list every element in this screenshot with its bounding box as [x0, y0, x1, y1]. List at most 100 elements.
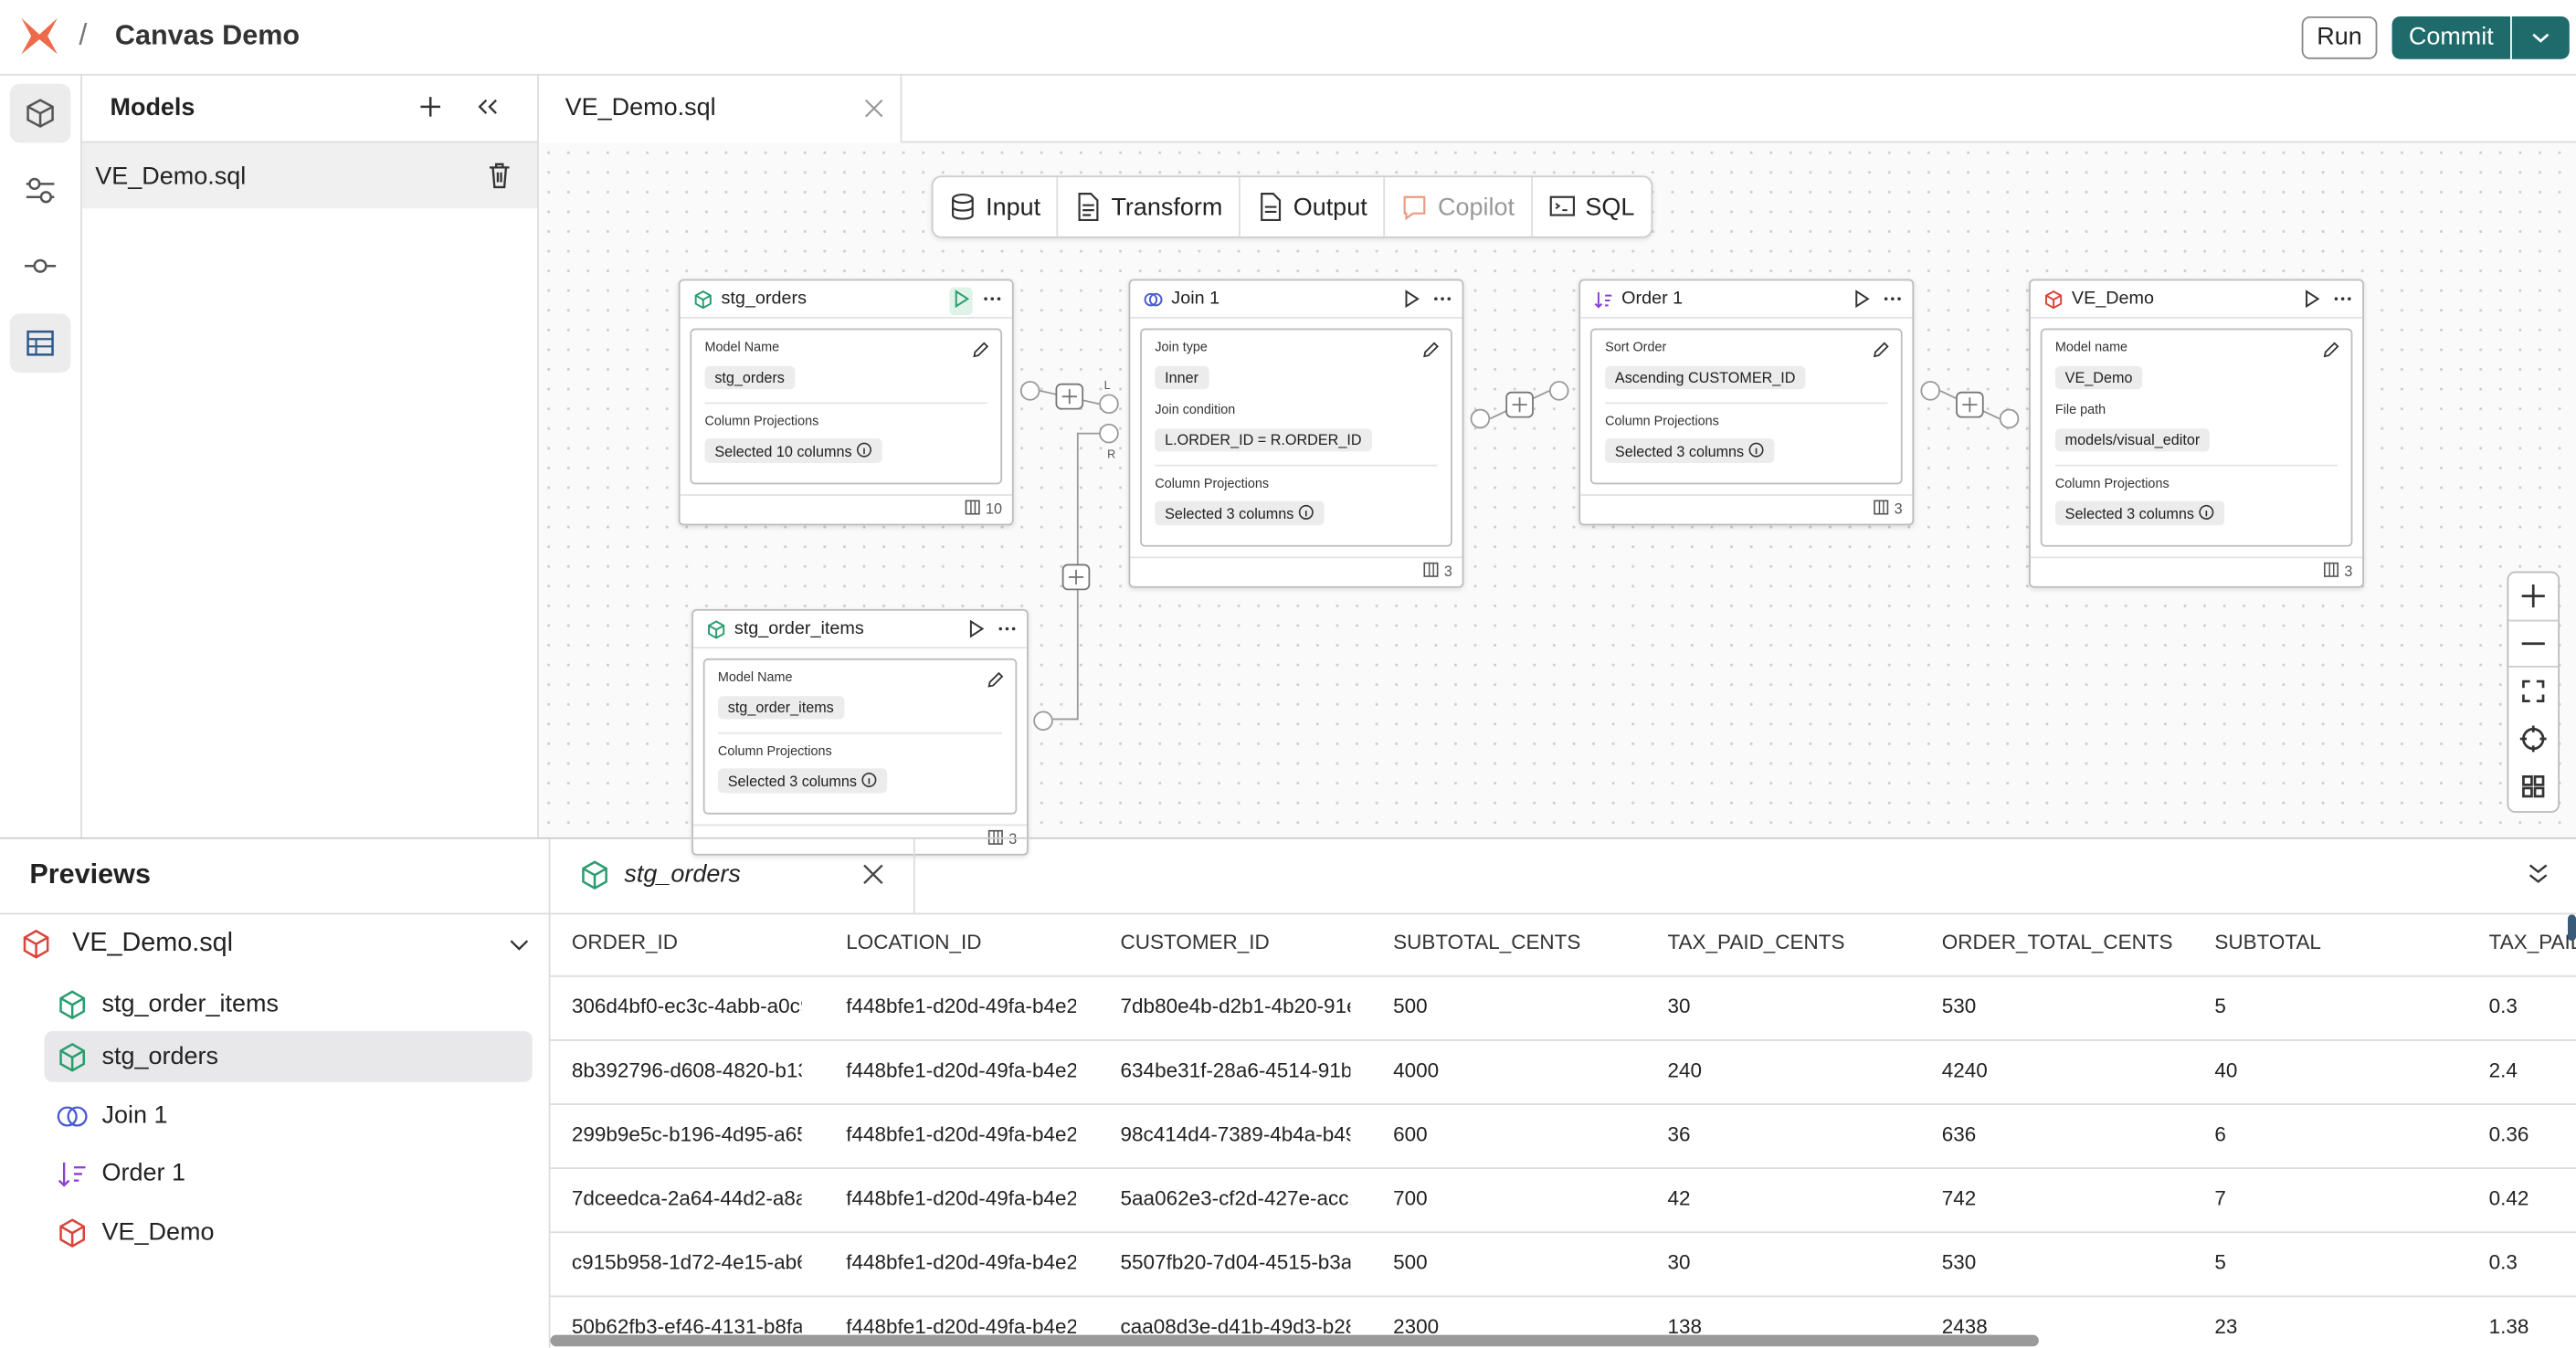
- column-header[interactable]: LOCATION_ID: [846, 931, 982, 954]
- table-cell: 500: [1393, 1250, 1428, 1275]
- column-header[interactable]: CUSTOMER_ID: [1120, 931, 1270, 954]
- port[interactable]: [1099, 394, 1119, 415]
- node[interactable]: stg_order_items Model Name stg_order_items…: [692, 608, 1029, 856]
- field-value: Ascending CUSTOMER_ID: [1605, 365, 1806, 390]
- models-rail-button[interactable]: [9, 83, 71, 143]
- toolbar-button[interactable]: Input: [934, 177, 1059, 237]
- tree-root[interactable]: VE_Demo.sql: [0, 922, 549, 965]
- edit-button[interactable]: [1871, 338, 1891, 367]
- run-button[interactable]: Run: [2301, 16, 2378, 59]
- field-value-text: Selected 10 columns: [714, 443, 852, 460]
- info-icon: [2198, 504, 2213, 520]
- divider: [900, 73, 903, 142]
- port[interactable]: [1019, 381, 1040, 401]
- table-cell: 530: [1941, 995, 1977, 1018]
- node-menu-button[interactable]: [998, 617, 1018, 646]
- edit-button[interactable]: [986, 669, 1006, 698]
- port[interactable]: [1920, 381, 1940, 401]
- tree-item[interactable]: VE_Demo: [45, 1206, 533, 1258]
- toolbar-button[interactable]: Copilot: [1385, 177, 1533, 237]
- run-node-button[interactable]: [1399, 288, 1422, 316]
- node-menu-button[interactable]: [982, 288, 1002, 316]
- column-header[interactable]: SUBTOTAL_CENTS: [1393, 931, 1581, 954]
- field-value: Selected 3 columns: [717, 768, 887, 794]
- play-icon: [2306, 290, 2320, 309]
- tree-item-label: Order 1: [101, 1159, 185, 1187]
- table-cell: caa08d3e-d41b-49d3-b28: [1120, 1315, 1351, 1339]
- toolbar-button[interactable]: Output: [1240, 177, 1386, 237]
- table-cell: 1.38: [2488, 1315, 2529, 1339]
- toolbar-label: Output: [1293, 193, 1367, 221]
- table-cell: 530: [1941, 1250, 1977, 1275]
- commit-menu[interactable]: [2511, 16, 2570, 59]
- model-file-row[interactable]: VE_Demo.sql: [81, 142, 538, 209]
- close-tab[interactable]: [862, 97, 885, 120]
- edit-button[interactable]: [2321, 338, 2341, 367]
- node-field: Column Projections Selected 3 columns: [717, 732, 1003, 806]
- toolbar-button[interactable]: SQL: [1533, 177, 1652, 237]
- run-node-button[interactable]: [965, 617, 987, 646]
- column-header[interactable]: TAX_PAID_CENTS: [1667, 931, 1845, 954]
- column-header[interactable]: ORDER_ID: [571, 931, 679, 954]
- toolbar-button[interactable]: Transform: [1059, 177, 1241, 237]
- collapse-button[interactable]: [471, 92, 504, 121]
- tree-item[interactable]: stg_orders: [44, 1031, 533, 1082]
- commit-rail-button[interactable]: [10, 237, 71, 296]
- settings-rail-button[interactable]: [10, 161, 71, 220]
- edit-button[interactable]: [971, 338, 991, 367]
- node[interactable]: Join 1 Join type Inner Join condition L.ORDE…: [1128, 279, 1464, 588]
- column-header[interactable]: TAX_PAID: [2488, 931, 2576, 954]
- node[interactable]: VE_Demo Model name VE_Demo File path models/…: [2029, 279, 2364, 588]
- columns-icon: [1423, 562, 1439, 577]
- port[interactable]: [1999, 408, 2020, 429]
- scrollbar[interactable]: [550, 1334, 2039, 1347]
- pencil-icon: [2323, 342, 2339, 358]
- add-model-button[interactable]: [416, 92, 445, 121]
- column-header[interactable]: ORDER_TOTAL_CENTS: [1941, 931, 2173, 954]
- scrollbar[interactable]: [2568, 914, 2576, 942]
- editor-tab-title[interactable]: VE_Demo.sql: [565, 93, 716, 122]
- run-node-button[interactable]: [1850, 288, 1873, 316]
- column-header[interactable]: SUBTOTAL: [2214, 931, 2321, 954]
- edit-button[interactable]: [1421, 338, 1441, 367]
- preview-tab-title[interactable]: stg_orders: [624, 860, 741, 889]
- node-icon: [1594, 291, 1612, 308]
- port[interactable]: [1470, 408, 1491, 429]
- delete-icon[interactable]: [485, 159, 514, 192]
- tree-item[interactable]: stg_order_items: [45, 978, 533, 1029]
- node-menu-button[interactable]: [2333, 288, 2353, 316]
- model-file-name: VE_Demo.sql: [95, 162, 247, 191]
- port[interactable]: [1548, 381, 1569, 401]
- port[interactable]: [1033, 711, 1053, 732]
- row-divider: [550, 1103, 2576, 1105]
- table-cell: f448bfe1-d20d-49fa-b4e2: [846, 1186, 1076, 1210]
- node-menu-button[interactable]: [1432, 288, 1452, 316]
- port[interactable]: [1099, 423, 1119, 444]
- pencil-icon: [973, 342, 989, 358]
- logo[interactable]: [16, 15, 62, 58]
- table-cell: 0.3: [2488, 1250, 2518, 1275]
- node[interactable]: stg_orders Model Name stg_orders Column Pro…: [678, 279, 1014, 526]
- field-label: Model name: [2054, 340, 2128, 355]
- tree-item[interactable]: Order 1: [45, 1148, 533, 1199]
- node-menu-button[interactable]: [1883, 288, 1903, 316]
- close-tab[interactable]: [860, 862, 885, 887]
- table-cell: 5: [2214, 1250, 2226, 1275]
- tree-item[interactable]: Join 1: [45, 1090, 533, 1142]
- node-field: Join condition L.ORDER_ID = R.ORDER_ID: [1155, 402, 1437, 464]
- more-icon: [1884, 297, 1901, 300]
- field-value: Selected 10 columns: [704, 438, 882, 463]
- node-field: Join type Inner: [1155, 340, 1437, 402]
- table-cell: 5aa062e3-cf2d-427e-acc1: [1120, 1186, 1351, 1210]
- collapse-preview[interactable]: [2525, 860, 2551, 887]
- field-label: Column Projections: [704, 414, 819, 429]
- table-rail-button[interactable]: [9, 313, 71, 374]
- table-cell: 2300: [1393, 1315, 1440, 1339]
- run-node-button[interactable]: [949, 287, 973, 316]
- run-node-button[interactable]: [2300, 288, 2323, 316]
- node[interactable]: Order 1 Sort Order Ascending CUSTOMER_ID Co…: [1578, 279, 1915, 526]
- table-cell: 23: [2214, 1315, 2238, 1339]
- table-cell: 306d4bf0-ec3c-4abb-a0c9: [571, 995, 802, 1018]
- field-value: stg_order_items: [717, 696, 844, 720]
- commit-button[interactable]: Commit: [2391, 16, 2511, 59]
